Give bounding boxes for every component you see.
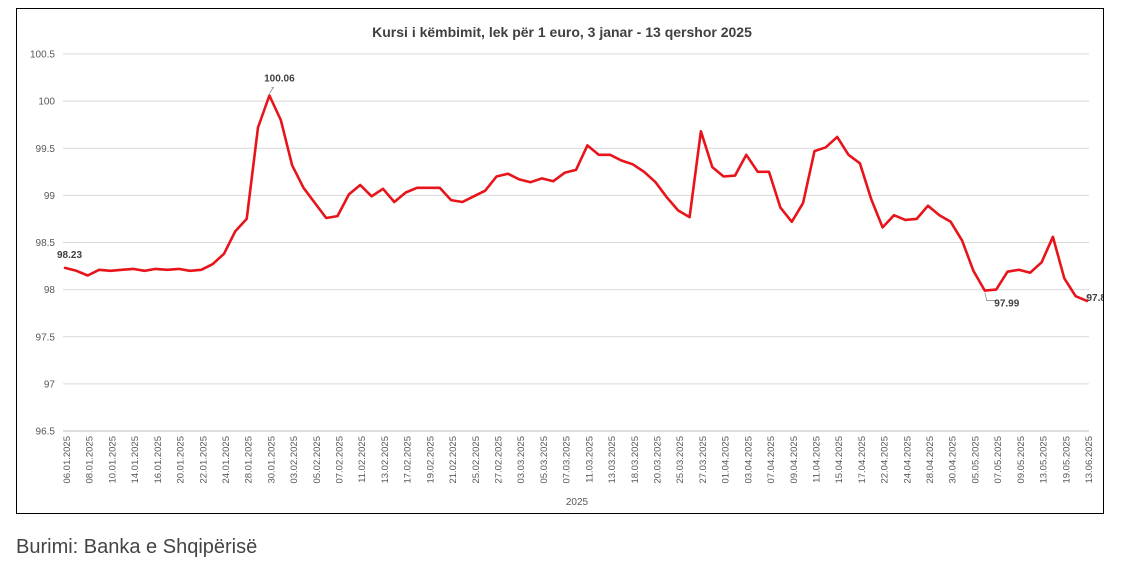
series-line-exchange-rate <box>63 94 1089 303</box>
x-tick-label: 09.04.2025 <box>789 436 800 484</box>
x-tick-label: 11.03.2025 <box>584 436 595 483</box>
x-tick-label: 25.02.2025 <box>471 436 482 484</box>
x-tick-label: 30.01.2025 <box>266 436 277 484</box>
x-tick-label: 13.03.2025 <box>607 436 618 484</box>
chart-title: Kursi i këmbimit, lek për 1 euro, 3 jana… <box>372 24 752 40</box>
x-tick-label: 16.01.2025 <box>153 436 164 484</box>
x-axis-ticks: 06.01.2025 08.01.2025 10.01.2025 14.01.2025… <box>62 436 1095 484</box>
x-tick-label: 28.04.2025 <box>925 436 936 484</box>
x-tick-label: 28.01.2025 <box>244 436 255 484</box>
annotation-label: 100.06 <box>264 73 295 84</box>
x-tick-label: 11.04.2025 <box>811 436 822 483</box>
x-tick-label: 19.05.2025 <box>1061 436 1072 484</box>
x-tick-label: 14.01.2025 <box>130 436 141 484</box>
x-tick-label: 01.04.2025 <box>721 436 732 484</box>
x-tick-label: 10.01.2025 <box>107 436 118 484</box>
x-tick-label: 07.02.2025 <box>335 436 346 484</box>
y-tick-label: 97.5 <box>36 332 56 343</box>
x-tick-label: 08.01.2025 <box>85 436 96 484</box>
annotation-leader <box>984 292 999 301</box>
x-tick-label: 22.04.2025 <box>880 436 891 484</box>
x-tick-label: 03.03.2025 <box>516 436 527 484</box>
x-tick-label: 13.02.2025 <box>380 436 391 484</box>
grid-lines <box>63 53 1089 432</box>
x-tick-label: 20.01.2025 <box>176 436 187 484</box>
y-tick-label: 96.5 <box>36 427 56 438</box>
x-tick-label: 11.02.2025 <box>357 436 368 483</box>
x-axis-group-label: 2025 <box>566 497 589 508</box>
x-tick-label: 17.02.2025 <box>403 436 414 484</box>
x-tick-label: 24.04.2025 <box>902 436 913 484</box>
x-tick-label: 19.02.2025 <box>425 436 436 484</box>
y-tick-label: 98.5 <box>36 238 56 249</box>
series-line <box>63 94 1089 303</box>
y-tick-label: 98 <box>44 285 56 296</box>
x-tick-label: 03.04.2025 <box>743 436 754 484</box>
x-tick-label: 30.04.2025 <box>948 436 959 484</box>
annotation-leader <box>1086 294 1091 299</box>
x-tick-label: 07.05.2025 <box>993 436 1004 484</box>
x-tick-label: 06.01.2025 <box>62 436 73 484</box>
x-tick-label: 20.03.2025 <box>652 436 663 484</box>
annotations: 98.23 100.06 97.99 97.88 <box>57 73 1103 309</box>
y-axis-ticks: 96.5 97 97.5 98 98.5 99 99.5 100 100.5 <box>30 50 55 438</box>
x-tick-label: 15.04.2025 <box>834 436 845 484</box>
x-tick-label: 03.02.2025 <box>289 436 300 484</box>
x-tick-label: 05.03.2025 <box>539 436 550 484</box>
y-tick-label: 100.5 <box>30 50 55 61</box>
annotation-label: 98.23 <box>57 250 82 261</box>
x-tick-label: 07.04.2025 <box>766 436 777 484</box>
x-tick-label: 18.03.2025 <box>630 436 641 484</box>
x-tick-label: 25.03.2025 <box>675 436 686 484</box>
x-tick-label: 17.04.2025 <box>857 436 868 484</box>
x-tick-label: 24.01.2025 <box>221 436 232 484</box>
x-tick-label: 09.05.2025 <box>1016 436 1027 484</box>
y-tick-label: 99.5 <box>36 144 56 155</box>
x-tick-label: 21.02.2025 <box>448 436 459 484</box>
exchange-rate-chart: Kursi i këmbimit, lek për 1 euro, 3 jana… <box>30 24 1103 508</box>
y-tick-label: 99 <box>44 191 56 202</box>
x-tick-label: 07.03.2025 <box>562 436 573 484</box>
x-tick-label: 05.02.2025 <box>312 436 323 484</box>
chart-frame: Kursi i këmbimit, lek për 1 euro, 3 jana… <box>16 8 1104 514</box>
source-caption: Burimi: Banka e Shqipërisë <box>16 536 258 558</box>
annotation-label: 97.99 <box>994 299 1019 310</box>
x-tick-label: 22.01.2025 <box>198 436 209 484</box>
x-tick-label: 27.02.2025 <box>494 436 505 484</box>
x-tick-label: 27.03.2025 <box>698 436 709 484</box>
annotation-label: 97.88 <box>1086 293 1103 304</box>
y-tick-label: 97 <box>44 379 56 390</box>
annotation-leader <box>269 87 275 94</box>
x-tick-label: 05.05.2025 <box>970 436 981 484</box>
x-tick-label: 13.05.2025 <box>1039 436 1050 484</box>
y-tick-label: 100 <box>38 97 55 108</box>
x-tick-label: 13.06.2025 <box>1084 436 1095 484</box>
